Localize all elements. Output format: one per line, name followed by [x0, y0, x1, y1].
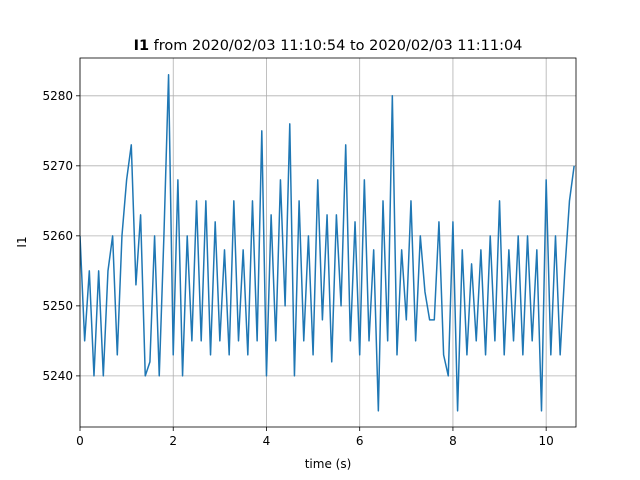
chart-title: I1 from 2020/02/03 11:10:54 to 2020/02/0…: [134, 38, 523, 54]
data-line: [80, 74, 575, 412]
y-tick-label: 5250: [42, 299, 73, 313]
plot-frame: [79, 57, 577, 428]
x-tick-label: 10: [539, 434, 554, 448]
y-tick-label: 5280: [42, 89, 73, 103]
x-axis-label: time (s): [305, 457, 352, 471]
x-tick-label: 8: [449, 434, 457, 448]
y-tick-label: 5270: [42, 159, 73, 173]
x-tick-label: 0: [76, 434, 84, 448]
x-tick-label: 4: [263, 434, 271, 448]
title-rest: from 2020/02/03 11:10:54 to 2020/02/03 1…: [154, 38, 523, 54]
title-bold: I1: [134, 38, 149, 54]
x-tick-label: 2: [169, 434, 177, 448]
y-axis-label: I1: [15, 236, 29, 247]
y-tick-label: 5260: [42, 229, 73, 243]
y-tick-label: 5240: [42, 369, 73, 383]
x-tick-label: 6: [356, 434, 364, 448]
